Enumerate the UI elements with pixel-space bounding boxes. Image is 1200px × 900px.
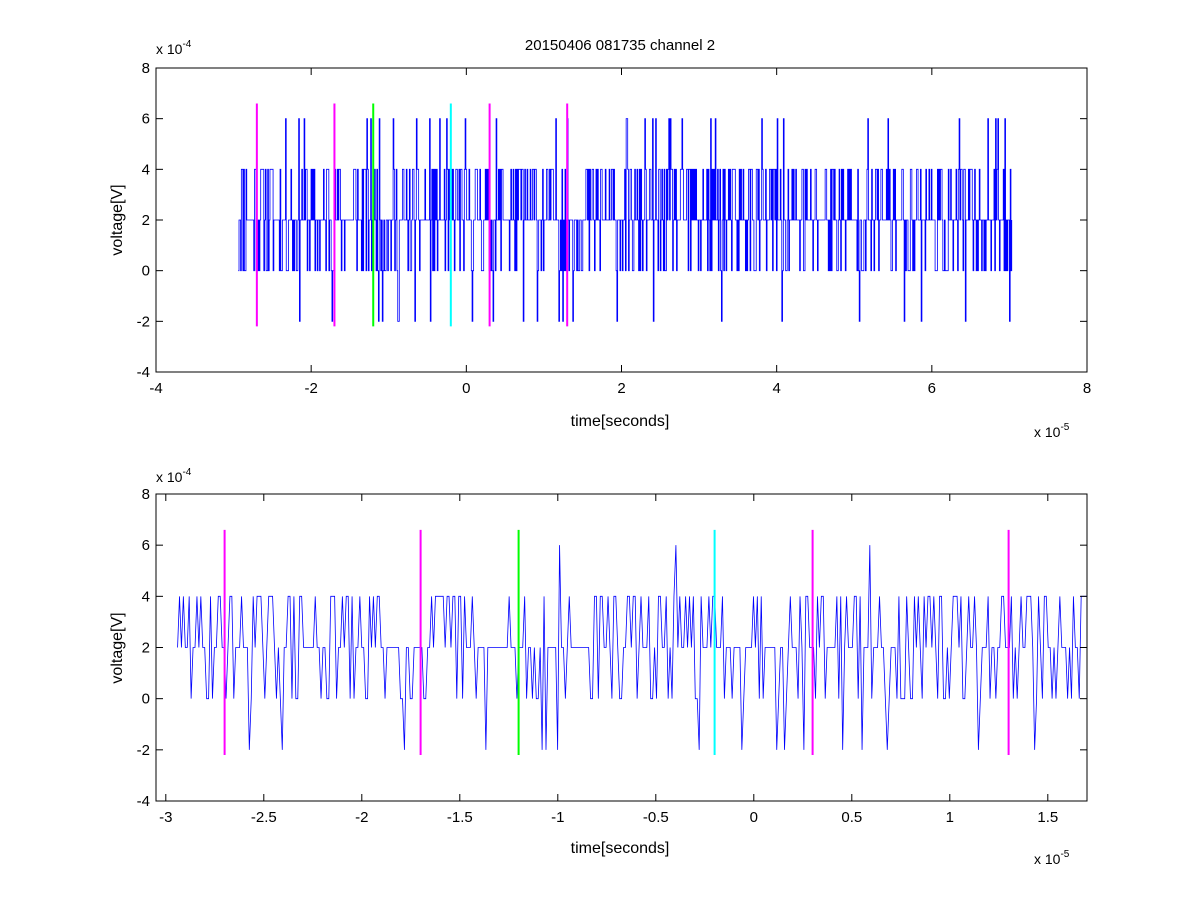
y-tick-label: 8 xyxy=(142,486,150,503)
bottom-series-layer xyxy=(177,545,1087,750)
y-tick-label: 6 xyxy=(142,537,150,554)
top-x-exponent-base: x 10 xyxy=(1034,424,1061,440)
x-tick-label: 8 xyxy=(1083,380,1091,397)
x-tick-label: -2 xyxy=(304,380,317,397)
top-x-ticks: -4 -2 0 2 4 6 8 xyxy=(149,68,1091,397)
x-tick-label: 0 xyxy=(750,809,758,826)
x-tick-label: 2 xyxy=(617,380,625,397)
y-tick-label: -4 xyxy=(137,793,150,810)
y-tick-label: -2 xyxy=(137,313,150,330)
x-tick-label: 0 xyxy=(462,380,470,397)
x-tick-label: -4 xyxy=(149,380,162,397)
x-tick-label: -0.5 xyxy=(643,809,669,826)
bottom-x-exponent-power: -5 xyxy=(1060,849,1069,860)
y-tick-label: 6 xyxy=(142,111,150,128)
bottom-axes: -3 -2.5 -2 -1.5 -1 -0.5 0 0.5 1 1.5 -4 -2 0 2 4 6 8 tim… xyxy=(109,467,1088,867)
x-tick-label: -3 xyxy=(159,809,172,826)
bottom-x-exponent-base: x 10 xyxy=(1034,851,1061,867)
bottom-x-exponent: x 10-5 xyxy=(1034,849,1070,867)
y-tick-label: 8 xyxy=(142,60,150,77)
bottom-y-exponent: x 10-4 xyxy=(156,467,192,485)
y-tick-label: -2 xyxy=(137,742,150,759)
y-tick-label: 4 xyxy=(142,161,150,178)
x-tick-label: -1.5 xyxy=(447,809,473,826)
top-y-ticks: -4 -2 0 2 4 6 8 xyxy=(137,60,1087,381)
y-tick-label: 2 xyxy=(142,212,150,229)
signal-series-line xyxy=(238,118,1013,322)
top-series-layer xyxy=(238,118,1013,322)
y-tick-label: -4 xyxy=(137,364,150,381)
top-y-exponent: x 10-4 xyxy=(156,39,192,57)
figure-title: 20150406 081735 channel 2 xyxy=(525,37,715,54)
bottom-marker-layer xyxy=(223,529,1010,755)
top-axes: -4 -2 0 2 4 6 8 -4 -2 0 2 4 6 8 time[seconds] voltag… xyxy=(109,39,1091,440)
bottom-y-exponent-base: x 10 xyxy=(156,469,183,485)
bottom-y-axis-label: voltage[V] xyxy=(109,612,126,683)
top-y-exponent-base: x 10 xyxy=(156,41,183,57)
bottom-y-exponent-power: -4 xyxy=(182,467,191,478)
top-x-axis-label: time[seconds] xyxy=(571,413,670,430)
top-y-exponent-power: -4 xyxy=(182,39,191,50)
bottom-x-ticks: -3 -2.5 -2 -1.5 -1 -0.5 0 0.5 1 1.5 xyxy=(159,494,1058,826)
bottom-x-axis-label: time[seconds] xyxy=(571,840,670,857)
x-tick-label: 1.5 xyxy=(1037,809,1058,826)
y-tick-label: 2 xyxy=(142,640,150,657)
y-tick-label: 0 xyxy=(142,263,150,280)
signal-series-line xyxy=(177,545,1087,750)
x-tick-label: -1 xyxy=(551,809,564,826)
x-tick-label: 0.5 xyxy=(841,809,862,826)
top-x-exponent-power: -5 xyxy=(1060,422,1069,433)
bottom-y-ticks: -4 -2 0 2 4 6 8 xyxy=(137,486,1087,810)
x-tick-label: -2.5 xyxy=(251,809,277,826)
x-tick-label: 6 xyxy=(928,380,936,397)
y-tick-label: 4 xyxy=(142,588,150,605)
y-tick-label: 0 xyxy=(142,691,150,708)
top-x-exponent: x 10-5 xyxy=(1034,422,1070,440)
x-tick-label: -2 xyxy=(355,809,368,826)
top-y-axis-label: voltage[V] xyxy=(109,184,126,255)
x-tick-label: 1 xyxy=(946,809,954,826)
top-marker-layer xyxy=(255,103,569,327)
x-tick-label: 4 xyxy=(772,380,780,397)
